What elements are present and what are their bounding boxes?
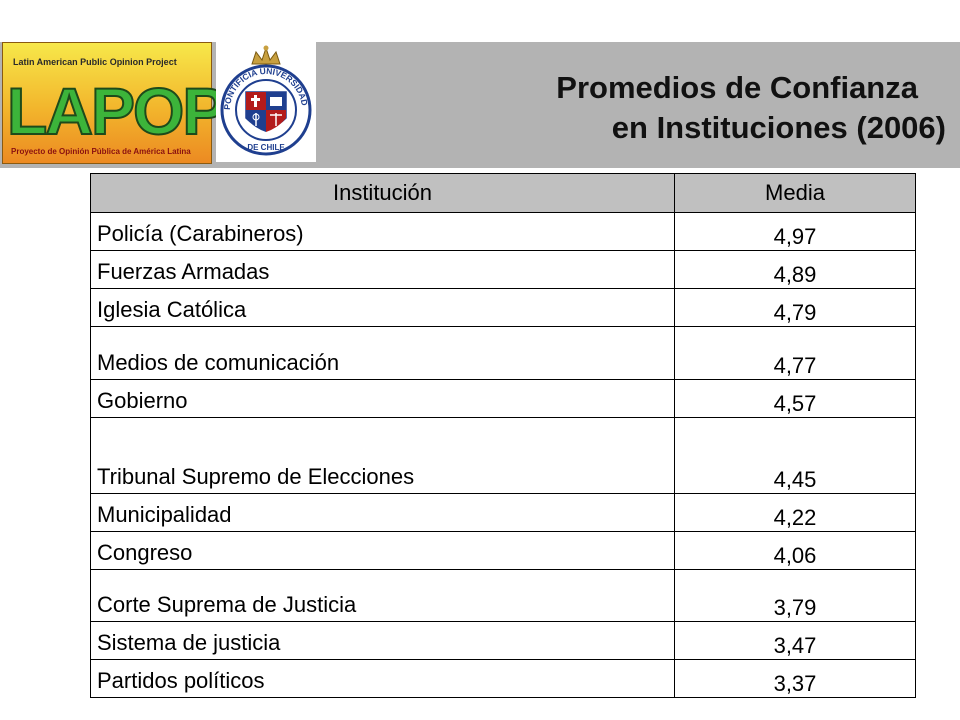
institution-name: Partidos políticos [90,659,675,698]
mean-value: 4,79 [674,288,916,327]
mean-value: 3,47 [674,621,916,660]
mean-value: 3,37 [674,659,916,698]
institution-name: Sistema de justicia [90,621,675,660]
puc-seal-logo: PONTIFICIA UNIVERSIDAD CATÓLICA DE CHILE [213,33,316,162]
confidence-table: Institución Media Policía (Carabineros) … [90,173,916,698]
table-row: Corte Suprema de Justicia 3,79 [90,569,916,622]
title-line-1: Promedios de Confianza [556,70,918,105]
column-header-institucion: Institución [90,173,675,213]
table-row: Congreso 4,06 [90,531,916,570]
title-line-2: en Instituciones (2006) [611,110,946,145]
table-row: Fuerzas Armadas 4,89 [90,250,916,289]
institution-name: Medios de comunicación [90,326,675,380]
mean-value: 4,45 [674,417,916,494]
institution-name: Fuerzas Armadas [90,250,675,289]
table-row: Tribunal Supremo de Elecciones 4,45 [90,417,916,494]
page-title: Promedios de Confianza en Instituciones … [486,68,946,148]
table-row: Partidos políticos 3,37 [90,659,916,698]
table-header-row: Institución Media [90,173,916,213]
mean-value: 4,97 [674,212,916,251]
institution-name: Tribunal Supremo de Elecciones [90,417,675,494]
table-row: Medios de comunicación 4,77 [90,326,916,380]
lapop-logo-wordmark: LAPOP [6,74,227,148]
institution-name: Policía (Carabineros) [90,212,675,251]
table-row: Municipalidad 4,22 [90,493,916,532]
seal-icon: PONTIFICIA UNIVERSIDAD CATÓLICA DE CHILE [213,33,312,156]
mean-value: 4,22 [674,493,916,532]
institution-name: Municipalidad [90,493,675,532]
mean-value: 4,89 [674,250,916,289]
column-header-media: Media [674,173,916,213]
institution-name: Congreso [90,531,675,570]
table-row: Gobierno 4,57 [90,379,916,418]
lapop-logo-subtitle: Proyecto de Opinión Pública de América L… [11,147,191,156]
table-row: Iglesia Católica 4,79 [90,288,916,327]
institution-name: Corte Suprema de Justicia [90,569,675,622]
mean-value: 4,06 [674,531,916,570]
svg-text:DE CHILE: DE CHILE [247,143,285,152]
mean-value: 4,57 [674,379,916,418]
institution-name: Iglesia Católica [90,288,675,327]
institution-name: Gobierno [90,379,675,418]
lapop-logo-tagline: Latin American Public Opinion Project [13,57,177,67]
table-row: Policía (Carabineros) 4,97 [90,212,916,251]
table-row: Sistema de justicia 3,47 [90,621,916,660]
lapop-logo: Latin American Public Opinion Project LA… [2,42,227,164]
mean-value: 3,79 [674,569,916,622]
mean-value: 4,77 [674,326,916,380]
